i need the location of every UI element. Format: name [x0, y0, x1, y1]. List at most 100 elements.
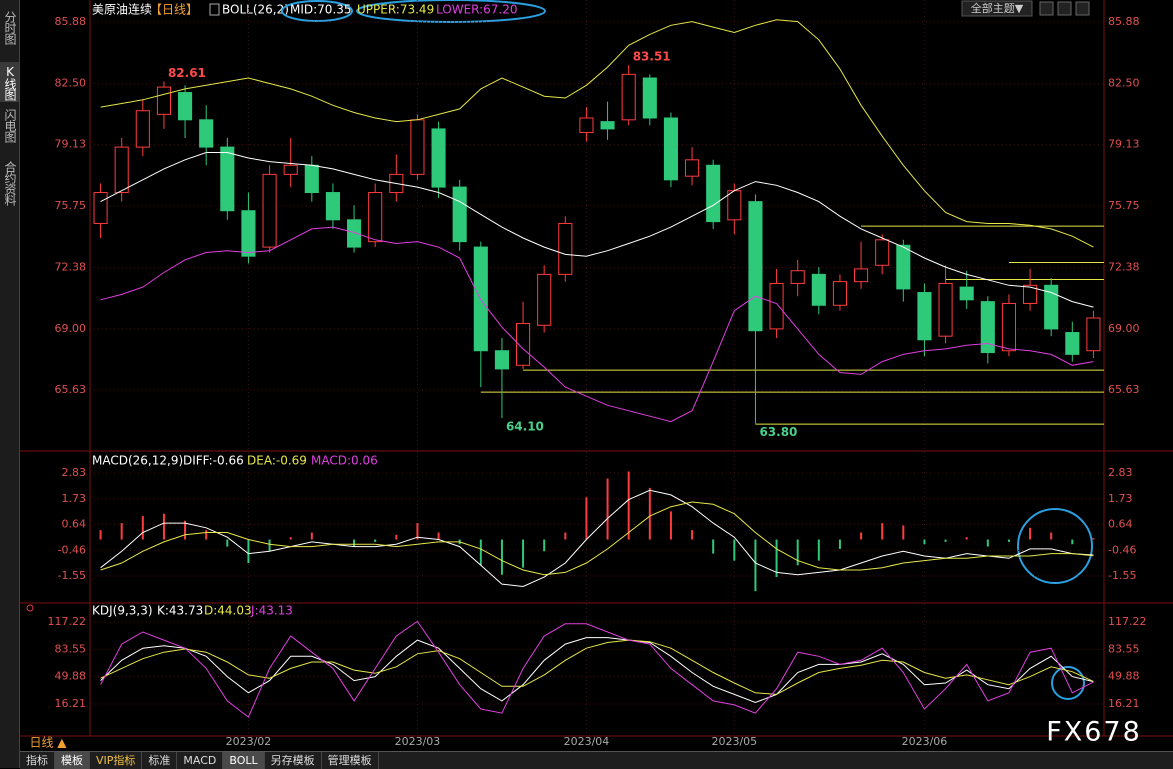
legend-entry: DEA:-0.69 [247, 454, 307, 468]
candle-body [917, 292, 932, 341]
y-tick-label: 69.00 [55, 322, 87, 335]
footer-tab[interactable]: 标准 [142, 752, 178, 769]
candle-body [663, 117, 678, 181]
candle-body [727, 190, 742, 221]
candle-body [685, 159, 700, 177]
y-tick-label: 79.13 [1108, 138, 1140, 151]
high-label: 82.61 [168, 66, 206, 80]
plot-bg [90, 0, 1104, 750]
candle-body [980, 301, 995, 354]
y-tick-label: 75.75 [1108, 199, 1140, 212]
footer-tabs: 指标 模板 VIP指标 标准 MACD BOLL 另存模板 管理模板 [20, 751, 1173, 769]
footer-tab[interactable]: 指标 [20, 752, 55, 769]
legend-entry: D:44.03 [204, 604, 252, 618]
low-label: 63.80 [759, 425, 797, 439]
footer-tab[interactable]: MACD [177, 752, 224, 769]
candle-body [368, 192, 383, 243]
candle-body [621, 73, 636, 121]
y-tick-label: 0.64 [1108, 518, 1133, 531]
theme-label[interactable]: 全部主题▼ [971, 1, 1024, 15]
y-tick-label: 72.38 [55, 260, 87, 273]
legend-entry: MID:70.35 [290, 3, 352, 17]
window-button[interactable] [1075, 1, 1090, 16]
y-tick-label: -0.46 [1108, 543, 1136, 556]
indicator-line [100, 19, 1094, 248]
y-tick-label: -1.55 [58, 569, 86, 582]
y-tick-label: 82.50 [55, 76, 87, 89]
legend-entry: K:43.73 [157, 604, 203, 618]
indicator-line [100, 489, 1094, 588]
panel-icon[interactable] [26, 604, 34, 612]
y-tick-label: 72.38 [1108, 260, 1140, 273]
window-button[interactable] [1057, 1, 1072, 16]
candle-body [114, 146, 129, 194]
legend-entry: UPPER:73.49 [357, 3, 434, 17]
candle-body [706, 164, 721, 223]
footer-tab[interactable]: 另存模板 [265, 752, 322, 769]
candle-body [431, 128, 446, 188]
sidebar-tab[interactable]: 分时图 [3, 10, 17, 44]
y-tick-label: 69.00 [1108, 322, 1140, 335]
y-tick-label: 79.13 [55, 138, 87, 151]
candle-body [199, 119, 214, 148]
macd-title: MACD(26,12,9) [92, 454, 183, 468]
candle-body [516, 322, 531, 366]
indicator-line [100, 226, 1094, 423]
y-tick-label: -0.46 [58, 543, 86, 556]
candle-body [135, 110, 150, 148]
y-tick-label: 82.50 [1108, 76, 1140, 89]
y-tick-label: 1.73 [62, 492, 87, 505]
period-button[interactable]: 日线 ▲ [29, 736, 67, 750]
y-tick-label: 117.22 [1108, 615, 1147, 628]
footer-tab[interactable]: 管理模板 [322, 752, 379, 769]
indicator-line [100, 620, 1094, 718]
y-tick-label: 65.63 [55, 383, 87, 396]
candle-body [1044, 284, 1059, 330]
theme-button[interactable] [961, 0, 1033, 17]
candle-body [262, 173, 277, 248]
candle-body [600, 121, 615, 130]
candle-body [959, 286, 974, 301]
x-tick-label: 2023/05 [711, 735, 757, 748]
footer-tab[interactable]: 模板 [55, 752, 90, 769]
window-button[interactable] [1039, 1, 1054, 16]
high-label: 83.51 [633, 50, 671, 64]
y-tick-label: 117.22 [48, 615, 87, 628]
y-tick-label: 83.55 [1108, 642, 1140, 655]
sidebar-tab[interactable]: K线图 [0, 62, 19, 102]
sidebar-tab[interactable]: 合约资料 [3, 161, 17, 205]
sidebar-tab[interactable]: 闪电图 [3, 108, 17, 142]
candle-body [558, 222, 573, 275]
candle-body [769, 282, 784, 330]
candle-body [304, 164, 319, 194]
period-label: 【日线】 [150, 3, 198, 17]
kdj-title: KDJ(9,3,3) [92, 604, 153, 618]
y-tick-label: 49.88 [55, 670, 87, 683]
candle-body [347, 219, 362, 248]
indicator-icon[interactable] [209, 3, 220, 16]
x-tick-label: 2023/03 [395, 735, 441, 748]
candle-body [832, 281, 847, 306]
y-tick-label: 1.73 [1108, 492, 1133, 505]
y-tick-label: 65.63 [1108, 383, 1140, 396]
candle-body [156, 86, 171, 115]
candle-body [325, 192, 340, 221]
legend-entry: DIFF:-0.66 [183, 454, 244, 468]
low-label: 64.10 [506, 420, 544, 434]
footer-tab[interactable]: VIP指标 [90, 752, 143, 769]
candle-body [178, 92, 193, 121]
candle-body [494, 350, 509, 370]
candle-body [790, 270, 805, 284]
footer-tab[interactable]: BOLL [223, 752, 265, 769]
y-tick-label: 75.75 [55, 199, 87, 212]
candle-body [1023, 284, 1038, 304]
candle-body [854, 268, 869, 283]
candle-body [410, 119, 425, 175]
watermark: FX678 [1046, 717, 1142, 748]
candle-body [93, 192, 108, 224]
y-tick-label: -1.55 [1108, 569, 1136, 582]
x-tick-label: 2023/04 [564, 735, 610, 748]
legend-entry: MACD:0.06 [311, 454, 378, 468]
indicator-title: BOLL(26,2) [222, 3, 289, 17]
